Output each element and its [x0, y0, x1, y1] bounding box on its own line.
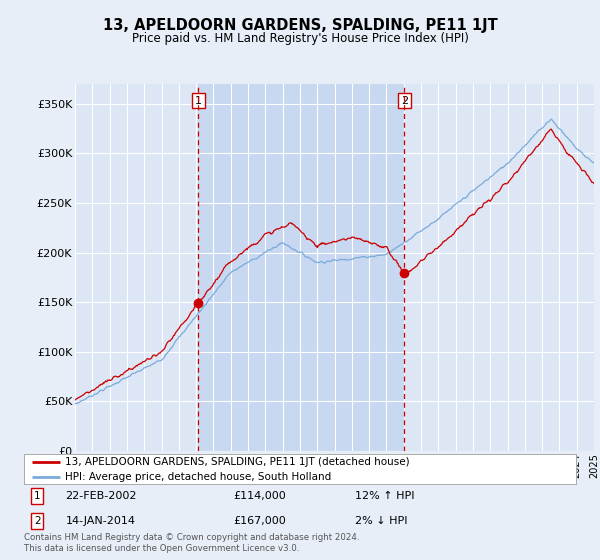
Text: Contains HM Land Registry data © Crown copyright and database right 2024.
This d: Contains HM Land Registry data © Crown c…: [24, 533, 359, 553]
Bar: [199, 84, 404, 451]
Text: 2: 2: [401, 96, 408, 105]
Text: Price paid vs. HM Land Registry's House Price Index (HPI): Price paid vs. HM Land Registry's House …: [131, 32, 469, 45]
Text: 2: 2: [34, 516, 41, 526]
Text: 22-FEB-2002: 22-FEB-2002: [65, 491, 137, 501]
Text: 1: 1: [34, 491, 41, 501]
Text: 2% ↓ HPI: 2% ↓ HPI: [355, 516, 408, 526]
Text: 13, APELDOORN GARDENS, SPALDING, PE11 1JT: 13, APELDOORN GARDENS, SPALDING, PE11 1J…: [103, 18, 497, 33]
Text: 1: 1: [195, 96, 202, 105]
Text: £114,000: £114,000: [234, 491, 287, 501]
Text: 14-JAN-2014: 14-JAN-2014: [65, 516, 136, 526]
Text: 12% ↑ HPI: 12% ↑ HPI: [355, 491, 415, 501]
Text: HPI: Average price, detached house, South Holland: HPI: Average price, detached house, Sout…: [65, 472, 332, 482]
Text: 13, APELDOORN GARDENS, SPALDING, PE11 1JT (detached house): 13, APELDOORN GARDENS, SPALDING, PE11 1J…: [65, 457, 410, 467]
Text: £167,000: £167,000: [234, 516, 287, 526]
